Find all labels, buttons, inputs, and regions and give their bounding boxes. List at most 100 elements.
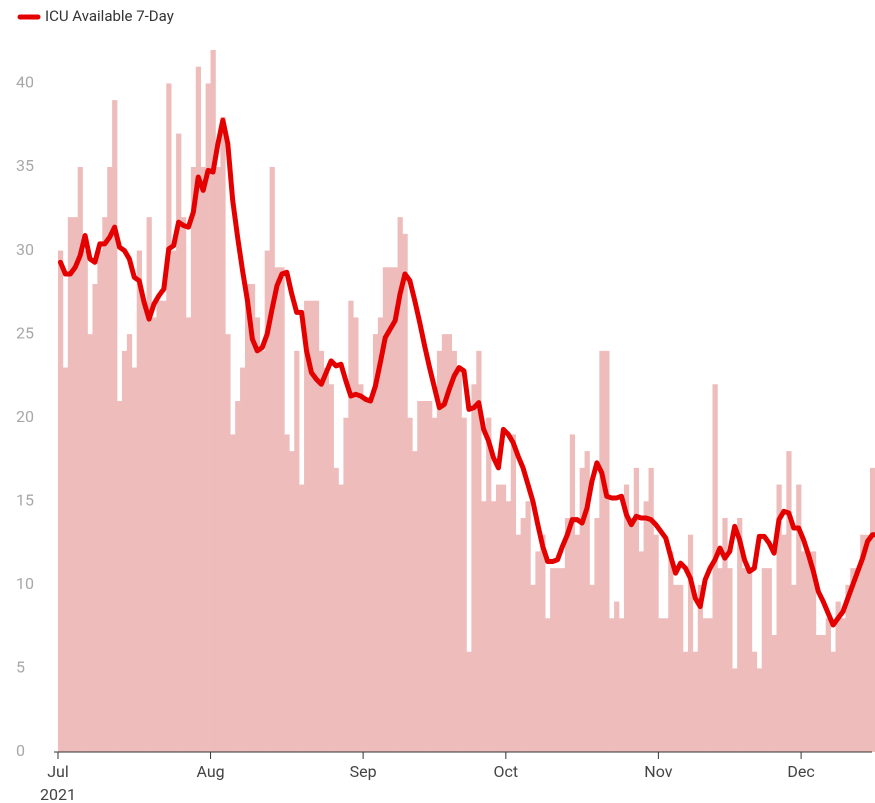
bar: [382, 267, 389, 752]
bar: [638, 551, 644, 752]
bar: [559, 568, 566, 752]
bar: [112, 100, 118, 752]
bar: [481, 501, 487, 752]
bar: [323, 367, 329, 752]
bar: [284, 434, 290, 752]
bar: [520, 518, 526, 752]
bar: [491, 501, 497, 752]
bar: [530, 584, 536, 752]
y-tick-label: 40: [16, 73, 34, 92]
bar: [727, 568, 733, 752]
bar: [609, 618, 615, 752]
bar: [377, 317, 384, 752]
bar: [131, 367, 138, 752]
bar: [510, 434, 516, 752]
bar: [815, 635, 822, 752]
bar: [62, 367, 69, 752]
bar: [279, 267, 285, 752]
y-tick-label: 0: [16, 741, 25, 760]
bar: [117, 401, 123, 752]
bar: [825, 618, 831, 752]
bar: [761, 568, 767, 752]
bar: [692, 651, 699, 752]
bar: [643, 501, 649, 752]
bar: [628, 518, 635, 752]
bar: [308, 300, 315, 752]
bar: [318, 350, 325, 752]
bar: [456, 367, 462, 752]
bar: [205, 83, 211, 752]
x-tick-label: Jul: [47, 762, 69, 781]
bar: [668, 551, 674, 752]
bar: [407, 417, 413, 752]
bar: [220, 116, 226, 753]
bar: [97, 250, 103, 753]
x-tick-label: Dec: [787, 762, 814, 781]
bar: [353, 317, 359, 752]
bar: [584, 451, 590, 752]
bar: [333, 467, 339, 752]
bar: [387, 267, 393, 752]
bar: [791, 584, 797, 752]
bar: [845, 584, 851, 752]
bar: [299, 484, 305, 752]
bar: [614, 601, 620, 752]
bar: [663, 618, 669, 752]
bar: [269, 167, 275, 752]
bar: [594, 518, 600, 752]
x-tick-label: Sep: [350, 762, 377, 781]
bar: [806, 551, 812, 752]
y-tick-label: 10: [16, 574, 34, 593]
bar: [756, 668, 763, 752]
bar: [417, 401, 423, 752]
bar: [230, 434, 236, 752]
bar: [372, 334, 379, 752]
bar: [495, 484, 502, 752]
bar: [500, 484, 507, 752]
line: [57, 117, 875, 628]
bar: [58, 250, 64, 753]
bar: [687, 534, 694, 752]
bar: [673, 584, 679, 752]
bar: [358, 384, 364, 752]
bar: [466, 651, 472, 752]
bar: [195, 66, 202, 752]
bar: [648, 467, 654, 752]
x-tick-label: Oct: [494, 762, 519, 781]
bar: [176, 133, 182, 753]
bar: [545, 618, 551, 752]
bar: [151, 317, 157, 752]
bar: [737, 518, 743, 752]
bar: [338, 484, 344, 752]
bar: [569, 434, 576, 752]
bar: [441, 334, 448, 752]
bar: [245, 284, 251, 752]
bar: [766, 568, 772, 752]
bar: [830, 651, 836, 752]
bar: [92, 284, 98, 752]
bar: [304, 300, 310, 752]
bar: [427, 401, 433, 752]
bar: [486, 417, 492, 752]
bar: [653, 534, 659, 752]
bar: [835, 601, 841, 752]
bar: [746, 568, 753, 752]
bar: [633, 467, 640, 752]
y-tick-label: 30: [16, 240, 34, 259]
bar: [289, 451, 295, 752]
bar: [451, 350, 457, 752]
bar: [67, 217, 74, 753]
bar: [72, 217, 78, 753]
bar: [855, 568, 861, 752]
bar: [810, 551, 817, 752]
bar: [801, 551, 807, 752]
bar: [397, 217, 403, 753]
bar: [274, 267, 280, 752]
bar: [619, 618, 625, 752]
bar: [87, 334, 93, 752]
bar: [820, 635, 827, 752]
bar: [446, 334, 452, 752]
bar: [574, 534, 580, 752]
bar: [121, 350, 128, 752]
bar: [141, 300, 147, 752]
